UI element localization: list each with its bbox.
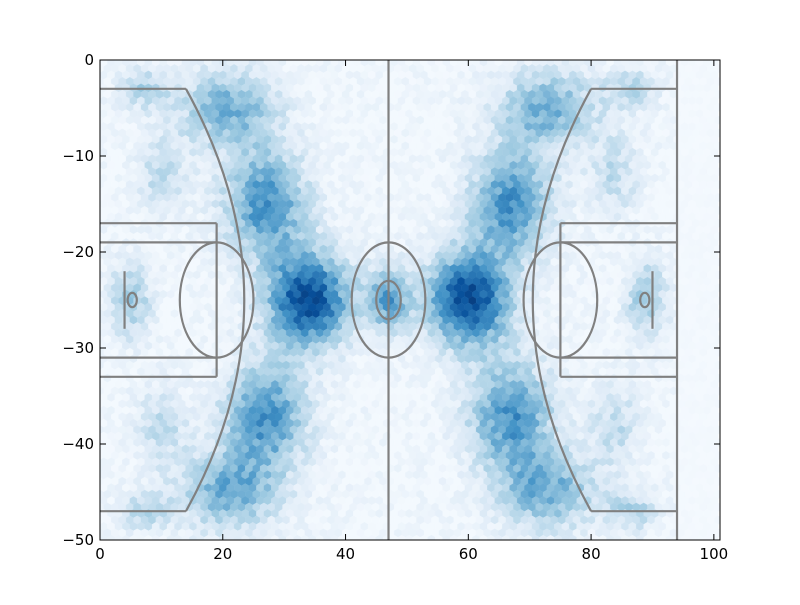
hex-bin — [695, 60, 697, 61]
hexbin-layer — [100, 60, 720, 540]
hex-bin — [717, 60, 719, 61]
hex-bin — [710, 60, 712, 61]
hex-bin — [688, 60, 689, 61]
hex-bin — [680, 60, 682, 61]
hex-bin — [702, 60, 704, 61]
